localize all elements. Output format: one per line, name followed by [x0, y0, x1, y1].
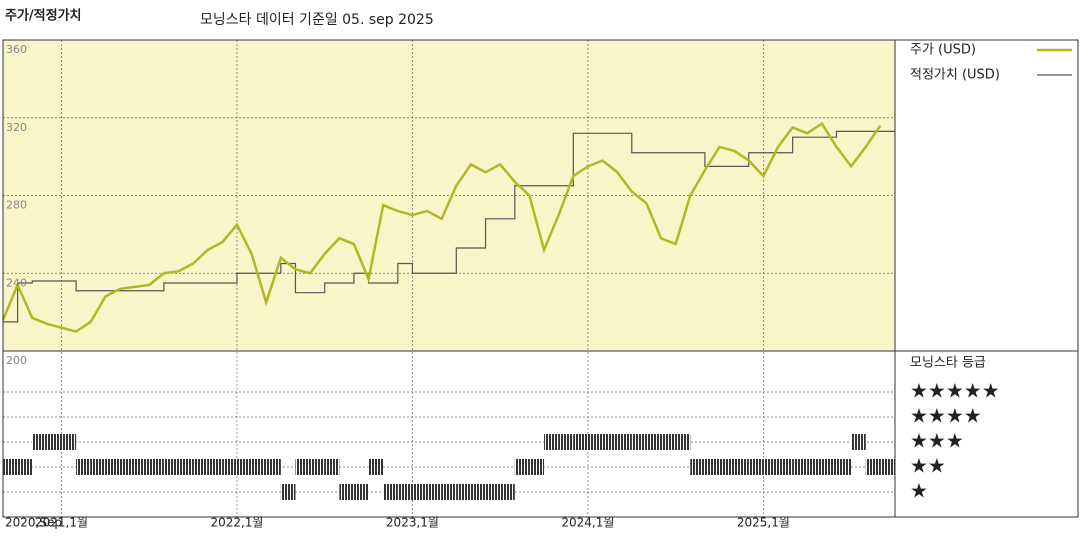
rating-label: ★★: [910, 454, 946, 478]
rating-mark: [836, 459, 852, 475]
rating-mark: [646, 434, 662, 450]
rating-mark: [178, 459, 194, 475]
rating-mark: [397, 484, 413, 500]
rating-mark: [573, 434, 588, 450]
rating-mark: [851, 434, 866, 450]
rating-mark: [90, 459, 106, 475]
rating-mark: [3, 459, 18, 475]
chart-subtitle: 모닝스타 데이터 기준일 05. sep 2025: [200, 12, 434, 28]
rating-mark: [544, 434, 559, 450]
rating-mark: [456, 484, 471, 500]
rating-mark: [251, 459, 267, 475]
rating-mark: [500, 484, 515, 500]
rating-mark: [310, 459, 325, 475]
x-tick-label: 2020,Sep: [5, 516, 62, 530]
rating-mark: [149, 459, 164, 475]
y-tick-label: 200: [6, 354, 27, 367]
rating-mark: [61, 434, 77, 450]
rating-mark: [675, 434, 691, 450]
y-tick-label: 280: [6, 199, 27, 212]
series-line: [1, 121, 882, 333]
rating-mark: [412, 484, 428, 500]
rating-mark: [880, 459, 895, 475]
rating-mark: [529, 459, 545, 475]
legend-label: 주가 (USD): [910, 43, 976, 58]
rating-mark: [587, 434, 603, 450]
rating-mark: [865, 459, 881, 475]
x-tick-label: 2022,1월: [210, 516, 263, 530]
rating-mark: [353, 484, 369, 500]
x-tick-label: 2024,1월: [561, 516, 614, 530]
rating-mark: [427, 484, 442, 500]
rating-mark: [441, 484, 457, 500]
rating-mark: [821, 459, 837, 475]
y-tick-label: 360: [6, 43, 27, 56]
series-line: [3, 130, 895, 323]
rating-mark: [222, 459, 237, 475]
x-tick-label: 2023,1월: [386, 516, 439, 530]
rating-mark: [163, 459, 179, 475]
rating-mark: [719, 459, 735, 475]
rating-mark: [704, 459, 720, 475]
rating-mark: [383, 484, 398, 500]
legend-label: 적정가치 (USD): [910, 68, 1000, 83]
rating-mark: [295, 459, 311, 475]
x-tick-label: 2021,1월: [35, 516, 88, 530]
rating-mark: [470, 484, 486, 500]
rating-title: 모닝스타 등급: [910, 356, 986, 371]
rating-label: ★★★★★: [910, 379, 1000, 403]
rating-mark: [134, 459, 150, 475]
y-tick-label: 320: [6, 121, 27, 134]
rating-mark: [617, 434, 632, 450]
frame: [2, 39, 1079, 518]
rating-mark: [46, 434, 62, 450]
rating-mark: [631, 434, 647, 450]
rating-mark: [193, 459, 208, 475]
rating-mark: [485, 484, 501, 500]
x-tick-label: 2025,1월: [737, 516, 790, 530]
y-tick-label: 240: [6, 276, 27, 289]
rating-mark: [76, 459, 91, 475]
rating-mark: [105, 459, 120, 475]
rating-mark: [119, 459, 135, 475]
rating-mark: [792, 459, 808, 475]
rating-label: ★★★★: [910, 404, 982, 428]
rating-mark: [514, 459, 530, 475]
rating-mark: [778, 459, 793, 475]
rating-mark: [763, 459, 779, 475]
rating-mark: [734, 459, 749, 475]
chart-title: 주가/적정가치: [5, 8, 82, 24]
rating-mark: [558, 434, 574, 450]
rating-mark: [32, 434, 47, 450]
rating-mark: [266, 459, 281, 475]
rating-label: ★: [910, 479, 928, 503]
rating-mark: [807, 459, 822, 475]
rating-mark: [236, 459, 252, 475]
rating-mark: [661, 434, 676, 450]
rating-mark: [324, 459, 340, 475]
rating-mark: [690, 459, 705, 475]
rating-mark: [368, 459, 384, 475]
rating-mark: [339, 484, 354, 500]
rating-label: ★★★: [910, 429, 964, 453]
rating-mark: [280, 484, 296, 500]
rating-mark: [748, 459, 764, 475]
rating-mark: [17, 459, 33, 475]
rating-mark: [602, 434, 618, 450]
rating-mark: [207, 459, 223, 475]
